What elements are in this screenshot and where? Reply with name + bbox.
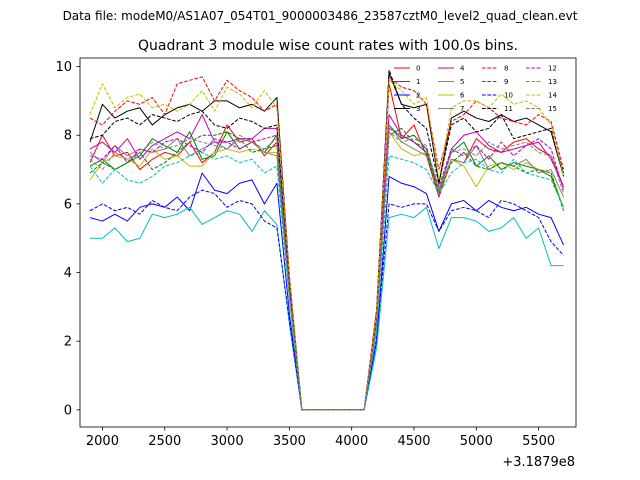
y-tick-label: 8 [64, 129, 72, 144]
y-tick-label: 4 [64, 266, 72, 281]
x-tick-label: 5500 [522, 434, 555, 449]
plot-area: 2000 2500 3000 3500 4000 4500 5000 55000246810 … [55, 57, 577, 449]
chart-title: Quadrant 3 module wise count rates with … [138, 38, 518, 54]
legend-label-9: 9 [504, 78, 508, 86]
legend-label-13: 13 [548, 78, 557, 86]
legend-label-2: 2 [416, 92, 420, 100]
x-tick-label: 2000 [86, 434, 119, 449]
x-tick-label: 4500 [397, 434, 430, 449]
legend-label-0: 0 [416, 65, 420, 73]
legend-label-10: 10 [504, 92, 513, 100]
legend-label-3: 3 [416, 105, 420, 113]
y-tick-label: 10 [55, 60, 72, 75]
legend-label-7: 7 [460, 105, 464, 113]
axes-frame [79, 57, 577, 428]
x-tick-label: 3500 [273, 434, 306, 449]
legend-label-11: 11 [504, 105, 513, 113]
legend-label-12: 12 [548, 65, 557, 73]
x-tick-label: 4000 [335, 434, 368, 449]
legend-label-14: 14 [548, 92, 557, 100]
x-offset-label: +3.1879e8 [502, 455, 575, 470]
legend-label-1: 1 [416, 78, 420, 86]
y-tick-label: 2 [64, 335, 72, 350]
y-tick-label: 0 [64, 403, 72, 418]
legend-label-15: 15 [548, 105, 557, 113]
legend-label-4: 4 [460, 65, 465, 73]
y-tick-label: 6 [64, 197, 72, 212]
x-tick-label: 2500 [148, 434, 181, 449]
series-line-15 [89, 131, 565, 411]
suptitle: Data file: modeM0/AS1A07_054T01_90000034… [63, 9, 578, 23]
x-tick-label: 5000 [460, 434, 493, 449]
legend-label-8: 8 [504, 65, 508, 73]
legend-label-6: 6 [460, 92, 465, 100]
x-tick-label: 3000 [211, 434, 244, 449]
series-layer [89, 69, 565, 411]
legend-label-5: 5 [460, 78, 464, 86]
